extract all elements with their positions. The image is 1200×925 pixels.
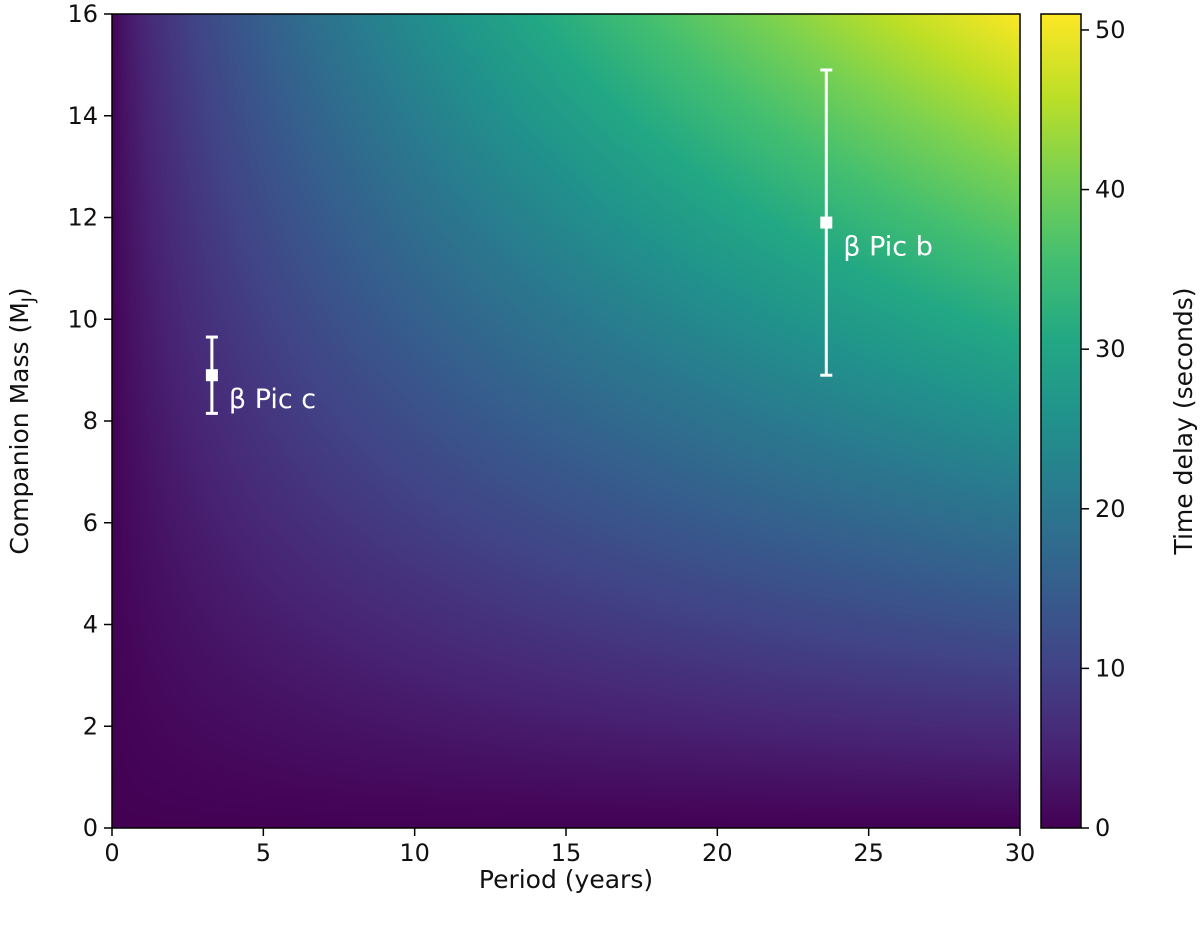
y-tick-label: 16 [67, 0, 98, 28]
data-point-label: β Pic c [229, 384, 316, 415]
colorbar [1041, 14, 1081, 828]
x-tick-label: 25 [853, 839, 884, 867]
y-axis: 0 2 4 6 8 10 12 14 16 [67, 0, 112, 842]
y-tick-label: 12 [67, 204, 98, 232]
y-tick-label: 14 [67, 102, 98, 130]
data-points-layer: β Pic c β Pic b [205, 68, 933, 415]
y-tick-label: 8 [83, 407, 98, 435]
heatmap-canvas [112, 14, 1020, 828]
heatmap-area-wrap [112, 14, 1020, 828]
y-tick-label: 4 [83, 611, 98, 639]
x-tick-label: 0 [104, 839, 119, 867]
y-tick-label: 2 [83, 712, 98, 740]
x-axis: 0 5 10 15 20 25 30 [104, 828, 1035, 867]
colorbar-label: Time delay (seconds) [1169, 287, 1198, 555]
x-tick-label: 20 [702, 839, 733, 867]
y-tick-label: 0 [83, 814, 98, 842]
colorbar-tick-label: 20 [1095, 495, 1126, 523]
colorbar-tick-label: 50 [1095, 16, 1126, 44]
data-point-marker [205, 369, 218, 382]
x-axis-label: Period (years) [479, 865, 653, 894]
colorbar-axis: 0 10 20 30 40 50 [1081, 16, 1126, 842]
data-point-label: β Pic b [843, 232, 933, 263]
y-axis-label-subscript: J [19, 297, 39, 303]
x-tick-label: 5 [256, 839, 271, 867]
colorbar-tick-label: 40 [1095, 176, 1126, 204]
y-axis-label: Companion Mass (MJ) [5, 287, 39, 554]
x-tick-label: 10 [399, 839, 430, 867]
x-tick-label: 30 [1005, 839, 1036, 867]
colorbar-frame [1040, 13, 1082, 829]
y-tick-label: 10 [67, 305, 98, 333]
colorbar-tick-label: 0 [1095, 814, 1110, 842]
y-tick-label: 6 [83, 509, 98, 537]
x-tick-label: 15 [551, 839, 582, 867]
colorbar-tick-label: 30 [1095, 335, 1126, 363]
data-point-marker [820, 216, 833, 229]
colorbar-tick-label: 10 [1095, 654, 1126, 682]
